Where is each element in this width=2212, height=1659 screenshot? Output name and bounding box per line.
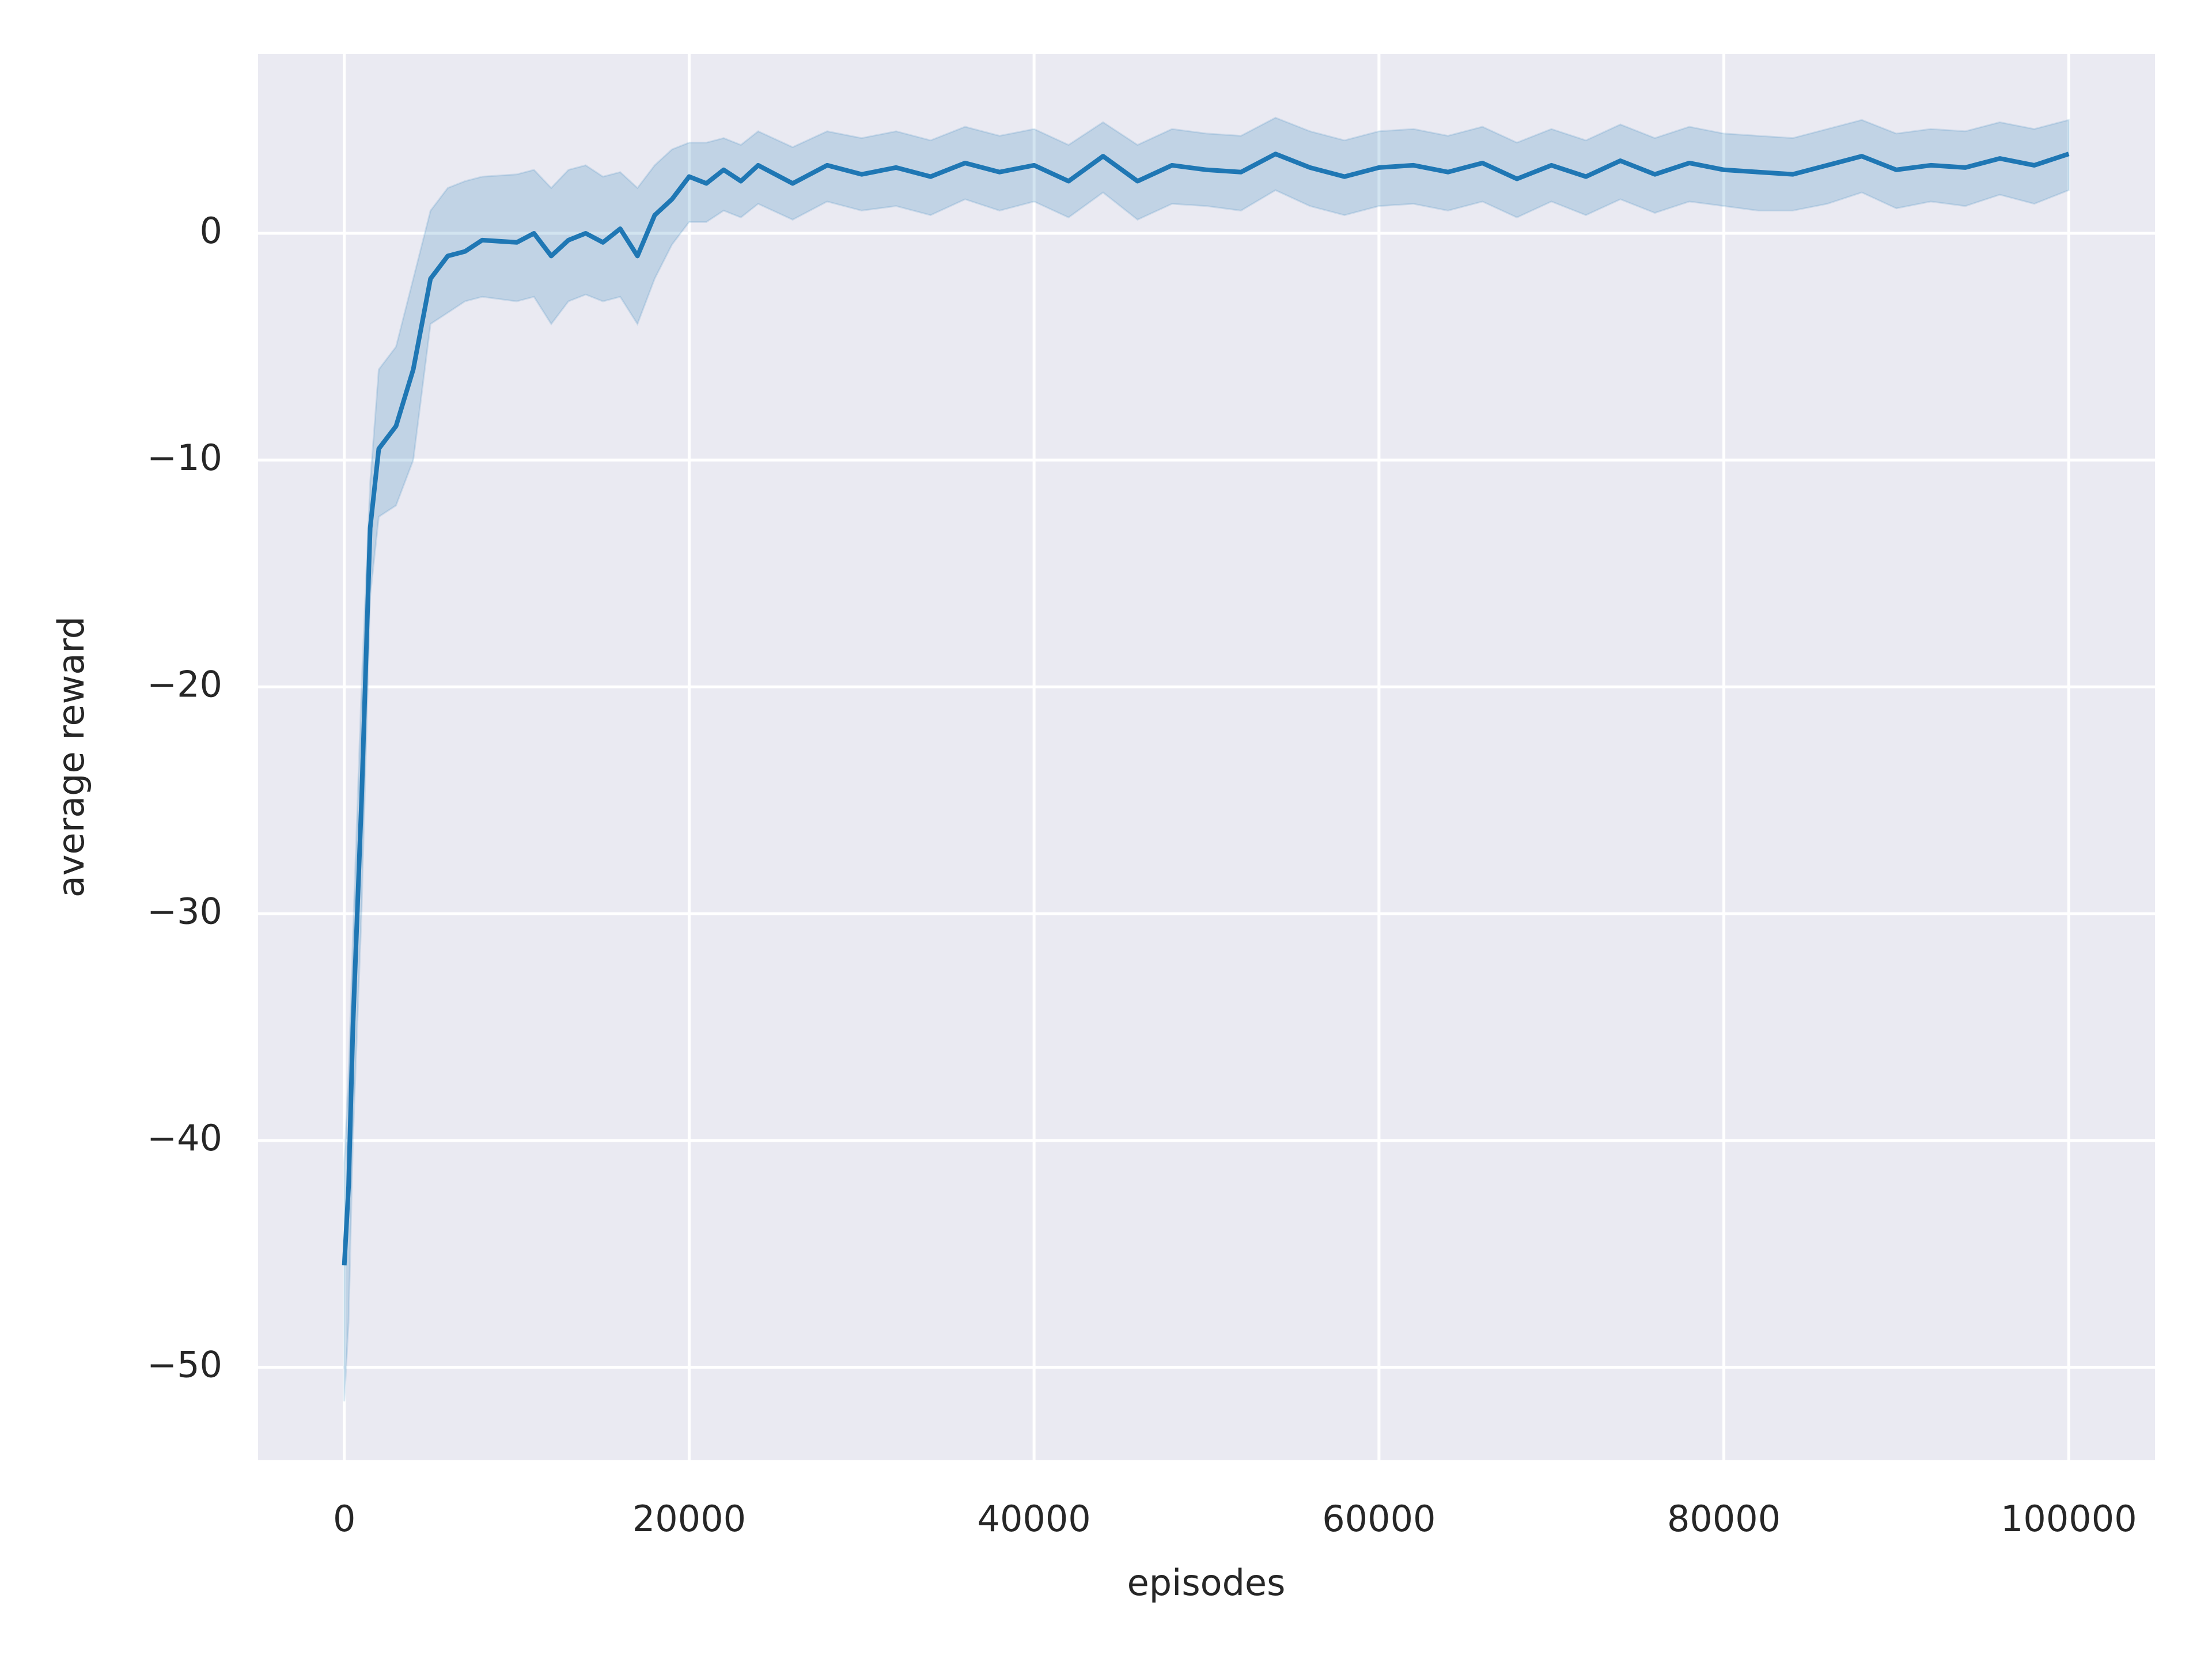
x-tick-label: 20000 <box>632 1498 746 1540</box>
plot-area <box>258 54 2155 1460</box>
y-tick-label: −40 <box>147 1117 222 1159</box>
confidence-band <box>343 116 2070 1402</box>
x-tick-label: 40000 <box>978 1498 1091 1540</box>
line <box>342 151 2070 1266</box>
x-tick-label: 60000 <box>1322 1498 1435 1540</box>
x-tick-label: 80000 <box>1667 1498 1781 1540</box>
y-tick-label: 0 <box>200 210 222 252</box>
y-axis-label: average reward <box>50 616 92 897</box>
x-axis-label: episodes <box>1127 1562 1286 1604</box>
x-tick-label: 0 <box>333 1498 355 1540</box>
y-tick-label: −30 <box>147 890 222 932</box>
y-tick-label: −50 <box>147 1344 222 1386</box>
x-tick-label: 100000 <box>2001 1498 2137 1540</box>
y-tick-label: −10 <box>147 437 222 479</box>
y-tick-label: −20 <box>147 664 222 706</box>
